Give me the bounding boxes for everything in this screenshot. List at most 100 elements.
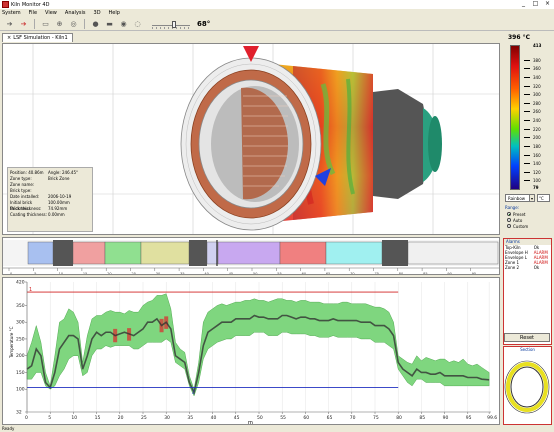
cylinder-view-icon[interactable]: ▬ — [106, 19, 113, 28]
strip-tick-label: 40 — [204, 272, 208, 275]
info-value: Angle: 246.45° — [48, 170, 78, 175]
alarm-status: Ok — [533, 265, 540, 270]
table-row[interactable]: Zone 1 ALARM — [504, 260, 551, 265]
scale-tick-label: 300 — [533, 92, 541, 98]
kiln-icon[interactable]: ▭ — [42, 19, 49, 28]
scale-tick-label: 180 — [533, 143, 541, 149]
limit-low-label: 2 — [192, 390, 195, 396]
scale-tick-label: 140 — [533, 161, 541, 167]
strip-tick-label: 85 — [423, 272, 427, 275]
slider-thumb[interactable] — [172, 20, 177, 28]
title-bar[interactable]: Kiln Monitor 4D _ □ × — [0, 0, 554, 9]
wire-view-icon[interactable]: ◌ — [134, 19, 141, 28]
scale-tick — [524, 68, 530, 70]
zoom-icon[interactable]: ⊕ — [56, 19, 63, 28]
zone-segment[interactable] — [104, 241, 142, 265]
table-row[interactable]: Top-Kiln Ok — [504, 245, 551, 250]
strip-tick-label: 35 — [180, 272, 184, 275]
zone-segment[interactable] — [407, 241, 499, 265]
kiln-zone-strip[interactable]: 0 5 10 15 20 25 30 35 40 45 50 55 60 65 70 75 80 85 90 95 — [2, 237, 500, 275]
zone-segment[interactable] — [72, 241, 106, 265]
range-preset-radio[interactable]: Preset — [505, 211, 550, 217]
temperature-profile-chart[interactable]: 1 2 420 350 300 250 200 150 100 32 0 5 10 15 20 25 30 3… — [2, 277, 500, 425]
menu-view[interactable]: View — [45, 10, 57, 16]
close-button[interactable]: × — [544, 0, 551, 7]
alarm-status: ALARM — [533, 250, 548, 255]
scale-tick-label: 380 — [533, 57, 541, 63]
minimize-button[interactable]: _ — [522, 0, 525, 7]
info-value: 0.00mm — [48, 212, 65, 217]
kiln-3d-view[interactable]: Position: 40.86m Angle: 246.45° Zone type… — [2, 43, 500, 235]
range-auto-radio[interactable]: Auto — [505, 217, 550, 223]
scale-tick — [524, 137, 530, 139]
zone-segment[interactable] — [279, 241, 327, 265]
forward-arrow-icon[interactable]: ➔ — [6, 19, 13, 28]
toolbar: ➔ ➔ ▭ ⊕ ◎ ● ▬ ◉ ◌ 68° — [0, 17, 554, 31]
x-tick-label: 80 — [396, 415, 402, 421]
cursor-marker-icon[interactable] — [315, 168, 331, 186]
zone-segment[interactable] — [217, 241, 281, 265]
scale-tick-label: 320 — [533, 83, 541, 89]
info-key: Initial brick thickness: — [10, 200, 33, 211]
zone-segment[interactable] — [325, 241, 383, 265]
range-custom-radio[interactable]: Custom — [505, 223, 550, 229]
zone-segment[interactable] — [27, 241, 54, 265]
reset-button[interactable]: Reset — [504, 333, 550, 342]
table-row[interactable]: Envelope L ALARM — [504, 255, 551, 260]
scale-tick-label: 260 — [533, 109, 541, 115]
scale-tick — [524, 128, 530, 130]
profile-chart-canvas[interactable]: 1 2 420 350 300 250 200 150 100 320 5 10 15 20 25 30 3… — [3, 278, 500, 425]
menu-help[interactable]: Help — [108, 10, 120, 16]
section-ring — [506, 362, 548, 412]
menu-system[interactable]: System — [2, 10, 21, 16]
alarm-name: Zone 1 — [505, 260, 519, 265]
menu-file[interactable]: File — [28, 10, 38, 16]
zone-strip-canvas[interactable]: 0 5 10 15 20 25 30 35 40 45 50 55 60 65 70 75 80 85 90 95 — [3, 238, 500, 275]
radio-dot[interactable] — [507, 212, 511, 216]
table-row[interactable]: Zone 2 Ok — [504, 265, 551, 270]
zone-segment[interactable] — [206, 241, 218, 265]
refresh-icon[interactable]: ◎ — [70, 19, 77, 28]
table-row[interactable]: Envelope H ALARM — [504, 250, 551, 255]
scale-tick-label: 160 — [533, 152, 541, 158]
tyre-segment — [382, 240, 408, 266]
limit-high-label: 1 — [29, 287, 32, 293]
tyre-segment — [53, 240, 73, 266]
scale-tick-label: 280 — [533, 100, 541, 106]
strip-tick-label: 15 — [83, 272, 87, 275]
strip-tick-label: 70 — [350, 272, 354, 275]
kiln-3d-canvas[interactable] — [3, 44, 500, 235]
strip-tick-label: 20 — [107, 272, 111, 275]
alarms-title: Alarms — [504, 239, 551, 245]
y-tick-label: 350 — [16, 303, 25, 309]
strip-tick-label: 80 — [399, 272, 403, 275]
zone-segment[interactable] — [140, 241, 190, 265]
unit-select[interactable]: °C — [537, 194, 550, 202]
menu-analysis[interactable]: Analysis — [64, 10, 86, 16]
scale-tick-label: 200 — [533, 135, 541, 141]
x-tick-label: 25 — [141, 415, 147, 421]
info-value: 74.92mm — [48, 206, 68, 211]
top-marker-icon[interactable] — [243, 46, 259, 62]
chevron-down-icon[interactable]: ▾ — [529, 194, 535, 202]
menu-3d[interactable]: 3D — [93, 10, 101, 16]
sphere-view-icon[interactable]: ● — [92, 19, 99, 28]
back-arrow-icon[interactable]: ➔ — [20, 19, 27, 28]
slider-track — [152, 24, 190, 26]
status-bar: Ready — [0, 426, 554, 432]
maximize-button[interactable]: □ — [532, 0, 539, 7]
y-tick-label: 32 — [16, 410, 22, 416]
temperature-readout: 396 °C — [507, 34, 530, 41]
info-key: Zone type: — [10, 176, 32, 181]
strip-tick-label: 75 — [375, 272, 379, 275]
angle-slider[interactable] — [152, 19, 190, 29]
tab-lsf-simulation[interactable]: × LSF Simulation - Kiln1 — [2, 33, 73, 42]
radio-dot[interactable] — [507, 218, 511, 222]
radio-dot[interactable] — [507, 224, 511, 228]
tab-close-icon[interactable]: × — [7, 35, 12, 41]
window-title: Kiln Monitor 4D — [11, 1, 50, 8]
scale-labels: 413 79 380 360 340 320 300 280 260 240 220 200 180… — [524, 43, 552, 193]
solid-view-icon[interactable]: ◉ — [120, 19, 127, 28]
y-tick-label: 250 — [16, 336, 25, 342]
strip-tick-label: 0 — [10, 272, 12, 275]
